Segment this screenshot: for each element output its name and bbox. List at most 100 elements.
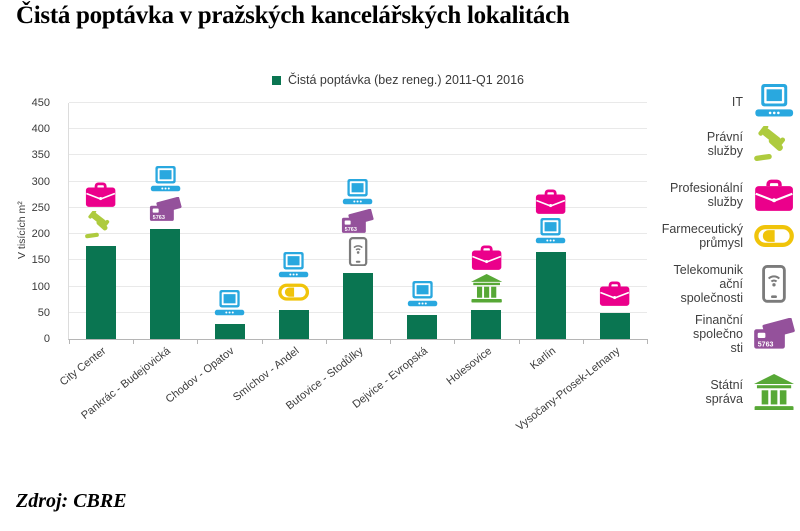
x-axis-label: Vysočany-Prosek-Letnany <box>514 345 623 434</box>
laptop-icon <box>149 166 182 194</box>
legend-item-it: IT <box>652 84 798 119</box>
gridline <box>69 233 647 235</box>
legend-item-label: Státní správa <box>705 378 743 407</box>
gridline <box>69 154 647 156</box>
briefcase-icon <box>750 179 798 212</box>
bar <box>599 313 630 339</box>
legend-item-label: Finanční společno sti <box>692 312 743 355</box>
sector-icon-stack <box>197 289 261 318</box>
legend-item-label: Telekomunik ační společnosti <box>673 262 743 305</box>
x-axis-tick <box>390 339 392 344</box>
x-axis-tick <box>325 339 327 344</box>
legend-item-financial: Finanční společno sti 5763 <box>652 313 798 355</box>
legend-item-label: IT <box>731 94 743 109</box>
briefcase-icon <box>599 281 630 307</box>
x-axis-tick <box>69 339 70 344</box>
svg-text:5763: 5763 <box>152 215 164 221</box>
pill-icon <box>278 282 310 302</box>
gridline <box>69 102 647 103</box>
sector-icon-stack <box>454 245 518 303</box>
laptop-icon <box>534 217 567 246</box>
y-axis-tick-label: 100 <box>31 280 50 293</box>
pill-icon <box>750 223 798 249</box>
bank-icon <box>470 274 503 303</box>
category-slot: Vysočany-Prosek-Letnany <box>514 103 647 433</box>
legend-swatch <box>271 75 281 85</box>
legend-item-legal: Právní služby <box>652 126 798 162</box>
page-title: Čistá poptávka v pražských kancelářských… <box>16 2 570 29</box>
x-axis-label: Smíchov - Andel <box>230 345 302 404</box>
bar <box>535 252 566 339</box>
x-axis-tick <box>133 339 135 344</box>
category-slot: Chodov - Opatov <box>164 103 261 406</box>
y-axis-tick-label: 250 <box>31 201 50 214</box>
x-axis-tick <box>582 339 584 344</box>
bar <box>86 245 117 339</box>
briefcase-icon <box>471 245 502 271</box>
legend-item-state: Státní správa <box>652 373 798 411</box>
bank-icon <box>750 373 798 411</box>
laptop-icon <box>277 251 310 280</box>
gavel-icon <box>85 211 116 239</box>
y-axis-tick-label: 350 <box>31 149 50 162</box>
x-axis-label: Karlín <box>528 345 559 373</box>
category-slot: Holesovice <box>444 103 518 388</box>
y-axis-tick-label: 150 <box>31 254 50 267</box>
source-note: Zdroj: CBRE <box>16 490 127 512</box>
briefcase-icon <box>85 182 116 208</box>
x-axis-tick <box>454 339 456 344</box>
y-axis-tick-label: 200 <box>31 228 50 241</box>
x-axis-tick <box>261 339 263 344</box>
legend-item-professional: Profesionální služby <box>652 179 798 212</box>
svg-text:5763: 5763 <box>345 227 357 233</box>
x-axis-tick <box>647 339 648 344</box>
sector-icon-stack <box>262 251 326 303</box>
smartphone-icon <box>348 237 368 267</box>
y-axis-tick-label: 50 <box>37 306 50 319</box>
category-slot: Smíchov - Andel <box>231 103 326 404</box>
sector-icon-stack <box>519 189 583 245</box>
category-slot: City Center <box>58 103 133 388</box>
category-slot: Dejvice - Evropská <box>350 103 454 411</box>
category-slot: Karlín <box>519 103 583 372</box>
y-axis-tick-label: 400 <box>31 123 50 136</box>
legend-item-label: Profesionální služby <box>670 181 743 210</box>
legend-item-label: Farmeceutický průmysl <box>661 221 743 250</box>
gridline <box>69 128 647 130</box>
sector-icon-stack <box>390 280 454 309</box>
legend-label: Čistá poptávka (bez reneg.) 2011-Q1 2016 <box>287 73 525 87</box>
category-slot: 5763 Butovice - Stodůlky <box>284 103 390 412</box>
legend-item-telecom: Telekomunik ační společnosti <box>652 263 798 305</box>
gavel-icon <box>750 126 798 162</box>
laptop-icon <box>750 84 798 119</box>
x-axis-label: Chodov - Opatov <box>164 345 237 406</box>
credit-card-icon: 5763 <box>750 317 798 350</box>
laptop-icon <box>213 289 246 318</box>
laptop-icon <box>406 280 439 309</box>
legend-item-label: Právní služby <box>706 130 743 159</box>
sector-icon-stack: 5763 <box>133 166 197 221</box>
bar <box>342 273 373 339</box>
x-axis-label: Holesovice <box>444 345 494 388</box>
briefcase-icon <box>535 189 566 215</box>
plot-area: City Center 5763 Pankrác - Budejovická Chod… <box>58 102 648 433</box>
y-axis-tick-label: 300 <box>31 175 50 188</box>
x-axis-tick <box>518 339 520 344</box>
sector-legend: IT Právní služby Profesionální služby Farme… <box>652 84 798 411</box>
smartphone-icon <box>750 264 798 303</box>
laptop-icon <box>341 178 374 207</box>
y-axis-tick-label: 450 <box>31 97 50 109</box>
y-axis-ticks: 0 50 100 150 200 250 300 350 400 450 <box>0 97 58 345</box>
credit-card-icon: 5763 <box>149 197 182 222</box>
gridline <box>69 206 647 208</box>
bar <box>407 315 438 339</box>
svg-text:5763: 5763 <box>757 341 773 348</box>
x-axis-label: City Center <box>57 345 109 389</box>
category-slot: 5763 Pankrác - Budejovická <box>79 103 197 422</box>
credit-card-icon: 5763 <box>341 209 375 234</box>
bar <box>471 309 502 339</box>
sector-icon-stack <box>69 182 133 239</box>
y-axis-tick-label: 0 <box>43 333 50 345</box>
x-axis-tick <box>197 339 199 344</box>
